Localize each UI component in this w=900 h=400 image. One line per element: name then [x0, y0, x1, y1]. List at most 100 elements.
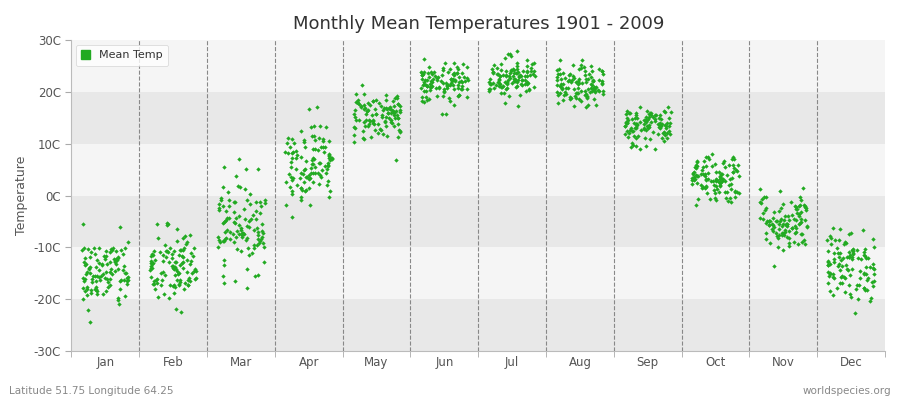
Point — [256, 230, 270, 236]
Point — [511, 77, 526, 83]
Point — [799, 223, 814, 229]
Point — [562, 76, 576, 83]
Point — [349, 91, 364, 98]
Point — [168, 264, 183, 270]
Point — [510, 66, 525, 72]
Point — [706, 178, 720, 184]
Point — [310, 104, 324, 110]
Point — [281, 150, 295, 157]
Point — [173, 262, 187, 268]
Point — [513, 72, 527, 78]
Point — [316, 137, 330, 144]
Point — [852, 268, 867, 274]
Point — [160, 249, 175, 255]
Point — [550, 82, 564, 88]
Point — [775, 232, 789, 238]
Bar — [71, 248, 885, 299]
Point — [716, 158, 731, 164]
Point — [243, 190, 257, 197]
Point — [761, 222, 776, 228]
Point — [231, 231, 246, 238]
Point — [256, 258, 271, 265]
Point — [787, 216, 801, 222]
Point — [182, 275, 196, 281]
Point — [762, 240, 777, 246]
Point — [636, 126, 651, 132]
Point — [239, 285, 254, 291]
Point — [634, 127, 648, 133]
Point — [699, 163, 714, 169]
Point — [781, 240, 796, 246]
Point — [569, 90, 583, 96]
Legend: Mean Temp: Mean Temp — [76, 44, 168, 66]
Point — [702, 156, 716, 162]
Point — [242, 224, 256, 230]
Point — [103, 258, 117, 265]
Point — [662, 128, 677, 134]
Point — [381, 110, 395, 116]
Point — [586, 77, 600, 84]
Point — [250, 166, 265, 172]
Point — [284, 164, 298, 170]
Point — [417, 81, 431, 88]
Point — [166, 262, 180, 269]
Point — [793, 219, 807, 226]
Point — [584, 63, 598, 69]
Point — [184, 258, 198, 264]
Point — [347, 124, 362, 131]
Point — [526, 60, 541, 66]
Point — [696, 164, 710, 170]
Point — [446, 72, 461, 78]
Point — [346, 111, 361, 117]
Point — [626, 132, 641, 139]
Point — [85, 276, 99, 282]
Point — [454, 70, 469, 76]
Point — [788, 217, 803, 223]
Point — [284, 184, 298, 190]
Point — [97, 253, 112, 260]
Point — [691, 196, 706, 202]
Point — [652, 114, 666, 121]
Point — [652, 120, 667, 126]
Point — [688, 164, 702, 170]
Point — [845, 256, 859, 262]
Point — [285, 188, 300, 194]
Point — [652, 124, 666, 130]
Point — [491, 83, 506, 90]
Point — [122, 274, 136, 280]
Point — [507, 78, 521, 84]
Point — [374, 127, 388, 134]
Point — [346, 131, 361, 138]
Point — [165, 255, 179, 261]
Point — [76, 285, 91, 291]
Point — [504, 68, 518, 74]
Point — [591, 88, 606, 94]
Point — [798, 203, 813, 209]
Point — [315, 166, 329, 173]
Point — [799, 204, 814, 211]
Point — [500, 51, 515, 57]
Point — [305, 132, 320, 139]
Point — [391, 115, 405, 121]
Point — [78, 255, 93, 261]
Point — [229, 173, 243, 180]
Point — [715, 178, 729, 185]
Point — [318, 144, 332, 150]
Point — [323, 188, 338, 194]
Point — [706, 187, 721, 194]
Point — [642, 111, 656, 118]
Point — [371, 121, 385, 128]
Point — [302, 172, 316, 178]
Point — [629, 124, 643, 131]
Point — [84, 287, 98, 293]
Point — [423, 84, 437, 90]
Point — [492, 80, 507, 86]
Point — [170, 268, 184, 274]
Point — [256, 244, 271, 250]
Point — [159, 254, 174, 261]
Point — [502, 70, 517, 76]
Point — [519, 69, 534, 75]
Point — [558, 89, 572, 96]
Point — [237, 206, 251, 212]
Point — [721, 161, 735, 168]
